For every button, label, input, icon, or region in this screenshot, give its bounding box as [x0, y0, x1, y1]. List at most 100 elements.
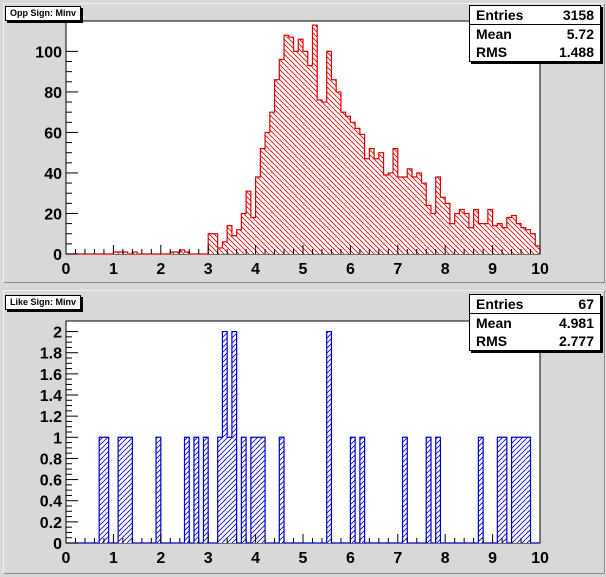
bottom-bar — [222, 331, 228, 543]
bottom-bar — [350, 437, 356, 543]
top-bar — [122, 251, 128, 254]
top-x-tick-label: 0 — [62, 261, 71, 278]
top-stats-mean-label: Mean — [476, 26, 512, 42]
top-bar — [255, 177, 261, 254]
bottom-stats-rms-row: RMS 2.777 — [470, 332, 600, 350]
top-bar — [397, 177, 403, 254]
top-bar — [118, 251, 123, 254]
top-bar — [274, 79, 280, 254]
top-x-tick-label: 8 — [441, 261, 450, 278]
bottom-bar — [203, 437, 209, 543]
top-bar — [250, 217, 256, 254]
bottom-bar — [359, 437, 365, 543]
top-histogram-title: Opp Sign: Minv — [5, 6, 81, 21]
bottom-bar — [502, 437, 507, 543]
top-bar — [430, 213, 436, 254]
top-bar — [506, 217, 512, 254]
top-bar — [402, 177, 408, 254]
top-bar — [492, 225, 498, 254]
bottom-bar — [99, 437, 104, 543]
bottom-y-tick-label: 0.2 — [40, 515, 62, 532]
top-stats-rms-label: RMS — [476, 44, 508, 60]
bottom-stats-entries-row: Entries 67 — [470, 295, 600, 314]
bottom-y-tick-label: 0.6 — [40, 473, 62, 490]
bottom-bar — [521, 437, 526, 543]
top-bar — [378, 152, 384, 254]
bottom-bar — [127, 437, 133, 543]
top-bar — [497, 223, 503, 254]
bottom-bar — [279, 437, 285, 543]
top-y-tick-label: 0 — [53, 247, 62, 264]
top-bar — [445, 203, 450, 254]
bottom-bar — [516, 437, 522, 543]
top-bar — [331, 79, 337, 254]
bottom-y-tick-label: 2 — [53, 325, 62, 342]
bottom-histogram: 0 1 2 3 4 5 6 7 8 9 10 0 0.2 0.4 0.6 0.8 1 1.2 1.4 1.6 1.8 2 — [40, 320, 549, 567]
bottom-bar — [156, 437, 161, 543]
top-bar — [284, 35, 289, 254]
top-bar — [132, 251, 138, 254]
top-bar — [231, 235, 237, 254]
bottom-x-tick-label: 0 — [62, 550, 71, 567]
top-bar — [416, 172, 422, 254]
top-bar — [530, 233, 536, 254]
bottom-bar — [231, 331, 237, 543]
bottom-x-tick-label: 2 — [156, 550, 165, 567]
top-bar — [449, 223, 455, 254]
bottom-y-tick-label: 0.8 — [40, 451, 62, 468]
bottom-bar — [241, 437, 247, 543]
top-bar — [345, 116, 351, 254]
top-bar — [179, 249, 185, 254]
top-bar — [464, 213, 469, 254]
top-stats-rms-row: RMS 1.488 — [470, 43, 600, 61]
top-bar — [355, 128, 360, 254]
bottom-y-tick-label: 0 — [53, 536, 62, 553]
top-bar — [525, 229, 531, 254]
top-bar — [468, 227, 474, 254]
bottom-y-tick-label: 1 — [53, 430, 62, 447]
top-bar — [326, 51, 332, 255]
top-bar — [383, 174, 389, 254]
top-bar — [426, 205, 431, 254]
top-x-tick-label: 4 — [251, 261, 260, 278]
bottom-bar — [426, 437, 431, 543]
bottom-bar — [193, 437, 199, 543]
top-bar — [336, 91, 341, 254]
top-bar — [440, 197, 446, 254]
bottom-bar — [118, 437, 123, 543]
top-bar — [293, 51, 299, 255]
top-x-tick-label: 7 — [393, 261, 402, 278]
top-bar — [217, 247, 223, 254]
bottom-x-tick-label: 9 — [488, 550, 497, 567]
bottom-stats-mean-label: Mean — [476, 315, 512, 331]
bottom-bar — [326, 331, 332, 543]
bottom-x-tick-label: 5 — [299, 550, 308, 567]
bottom-y-tick-label: 1.8 — [40, 346, 62, 363]
bottom-bar — [184, 437, 190, 543]
top-x-tick-label: 1 — [109, 261, 118, 278]
bottom-x-tick-label: 4 — [251, 550, 260, 567]
bottom-bar — [497, 437, 503, 543]
top-stats-rms-value: 1.488 — [558, 44, 594, 60]
bottom-bar — [122, 437, 128, 543]
top-bar — [511, 215, 517, 254]
top-bar — [321, 102, 327, 254]
bottom-bar — [227, 437, 232, 543]
top-bar — [421, 183, 427, 254]
bottom-bar — [103, 437, 109, 543]
bottom-stats-rms-value: 2.777 — [558, 333, 594, 349]
top-stats-mean-value: 5.72 — [566, 26, 594, 42]
top-bar — [236, 229, 242, 254]
top-stats-entries-label: Entries — [476, 7, 524, 23]
top-bar — [222, 241, 228, 254]
top-x-tick-label: 5 — [299, 261, 308, 278]
top-stats-entries-value: 3158 — [562, 7, 594, 23]
bottom-stats-box: Entries 67 Mean 4.981 RMS 2.777 — [469, 294, 601, 351]
top-x-tick-label: 2 — [156, 261, 165, 278]
top-bar — [227, 225, 232, 254]
bottom-bar — [525, 437, 531, 543]
top-bar — [288, 37, 294, 254]
bottom-bar — [260, 437, 266, 543]
